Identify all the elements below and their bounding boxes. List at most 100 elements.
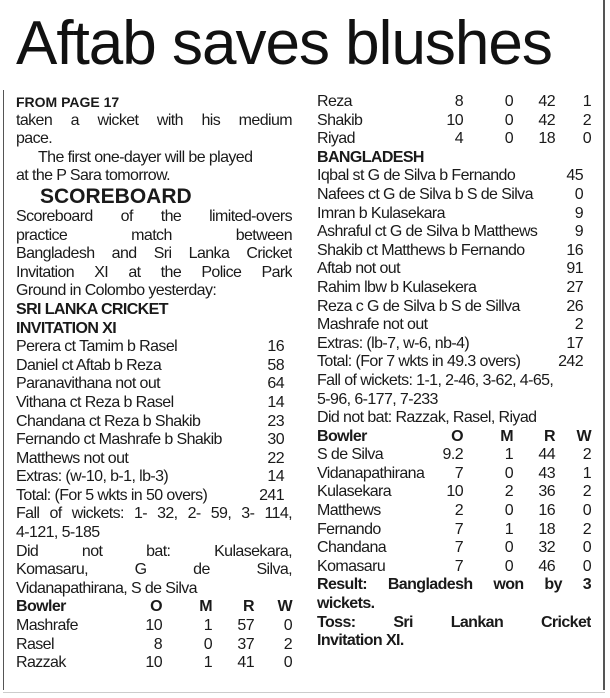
maidens: 0 xyxy=(504,464,514,482)
batsman-dismissal: Extras: (w-10, b-1, lb-3) xyxy=(16,468,169,486)
bowling-row: Reza 8 0 42 1 xyxy=(317,93,592,112)
team-heading: BANGLADESH xyxy=(317,148,425,166)
batsman-score: 0 xyxy=(574,185,584,203)
batting-row: Total: (For 5 wkts in 50 overs) 241 xyxy=(16,487,292,506)
bowler-name: S de Silva xyxy=(317,446,384,464)
maidens: 1 xyxy=(504,520,514,538)
batsman-score: 26 xyxy=(566,297,583,315)
body-text: The first one-dayer will be played xyxy=(38,148,253,166)
batsman-score: 91 xyxy=(566,260,583,278)
batting-row: Matthews not out 22 xyxy=(16,450,292,469)
bowling-row: Riyad 4 0 18 0 xyxy=(317,130,592,149)
batsman-dismissal: Fernando ct Mashrafe b Shakib xyxy=(16,431,222,449)
body-text: taken a wicket with his medium xyxy=(16,111,292,129)
batsman-dismissal: Nafees ct G de Silva b S de Silva xyxy=(317,185,533,203)
batsman-score: 9 xyxy=(574,223,584,241)
header-bowler: Bowler xyxy=(317,427,367,445)
overs: 4 xyxy=(454,130,464,148)
maidens: 1 xyxy=(203,654,213,672)
maidens: 0 xyxy=(504,111,514,129)
overs: 10 xyxy=(446,111,463,129)
frame-left-border xyxy=(3,90,4,690)
overs: 2 xyxy=(454,502,464,520)
batsman-dismissal: Mashrafe not out xyxy=(317,316,428,334)
header-wickets: W xyxy=(576,427,591,445)
wickets: 1 xyxy=(582,464,592,482)
runs: 18 xyxy=(538,520,555,538)
overs: 10 xyxy=(446,483,463,501)
overs: 7 xyxy=(454,464,464,482)
bowling-row: Mashrafe 10 1 57 0 xyxy=(16,617,293,636)
runs: 42 xyxy=(538,111,555,129)
batsman-dismissal: Total: (For 5 wkts in 50 overs) xyxy=(16,486,208,504)
batting-row: Imran b Kulasekara 9 xyxy=(317,205,591,224)
bowler-name: Fernando xyxy=(317,520,381,538)
batting-row: Daniel ct Aftab b Reza 58 xyxy=(16,357,292,376)
batsman-score: 9 xyxy=(574,204,584,222)
scoreboard-title: SCOREBOARD xyxy=(40,184,192,208)
toss: Invitation XI. xyxy=(317,632,404,650)
batsman-dismissal: Paranavithana not out xyxy=(16,375,161,393)
wickets: 2 xyxy=(582,520,592,538)
maidens: 0 xyxy=(504,502,514,520)
body-text: pace. xyxy=(16,130,53,148)
maidens: 1 xyxy=(203,617,213,635)
wickets: 2 xyxy=(283,635,293,653)
overs: 7 xyxy=(454,520,464,538)
maidens: 0 xyxy=(504,93,514,110)
batting-row: Shakib ct Matthews b Fernando 16 xyxy=(317,242,591,261)
batsman-dismissal: Perera ct Tamim b Rasel xyxy=(16,338,178,356)
bowler-name: Rasel xyxy=(16,635,55,653)
overs: 8 xyxy=(454,93,464,110)
intro-text: practice match between xyxy=(16,226,292,244)
batsman-score: 22 xyxy=(267,449,284,467)
runs: 18 xyxy=(538,130,555,148)
batsman-score: 23 xyxy=(267,412,284,430)
bowling-header: Bowler O M R W xyxy=(16,598,293,617)
batting-row: Ashraful ct G de Silva b Matthews 9 xyxy=(317,223,591,242)
frame-bottom-border xyxy=(3,692,605,693)
bowler-name: Razzak xyxy=(16,654,66,672)
wickets: 0 xyxy=(582,130,592,148)
bowling-header: Bowler O M R W xyxy=(317,427,592,447)
bowler-name: Komasaru xyxy=(317,557,386,575)
overs: 9.2 xyxy=(442,446,464,464)
batsman-score: 16 xyxy=(267,338,284,356)
batsman-dismissal: Shakib ct Matthews b Fernando xyxy=(317,241,525,259)
header-bowler: Bowler xyxy=(16,598,66,616)
runs: 36 xyxy=(538,483,555,501)
bowling-row: Komasaru 7 0 46 0 xyxy=(317,557,592,577)
bowler-name: Matthews xyxy=(317,502,381,520)
batting-row: Total: (For 7 wkts in 49.3 overs) 242 xyxy=(317,353,591,372)
batsman-score: 27 xyxy=(566,278,583,296)
maidens: 0 xyxy=(203,635,213,653)
batsman-dismissal: Extras: (lb-7, w-6, nb-4) xyxy=(317,334,470,352)
wickets: 2 xyxy=(582,446,592,464)
header-overs: O xyxy=(451,427,463,445)
batsman-dismissal: Vithana ct Reza b Rasel xyxy=(16,393,174,411)
batsman-dismissal: Total: (For 7 wkts in 49.3 overs) xyxy=(317,353,521,371)
batsman-score: 14 xyxy=(267,468,284,486)
headline: Aftab saves blushes xyxy=(16,9,553,78)
runs: 42 xyxy=(538,93,555,110)
intro-text: Invitation XI at the Police Park xyxy=(16,263,292,281)
runs: 46 xyxy=(538,557,555,575)
batting-row: Fernando ct Mashrafe b Shakib 30 xyxy=(16,431,292,450)
maidens: 0 xyxy=(504,557,514,575)
batsman-dismissal: Ashraful ct G de Silva b Matthews xyxy=(317,223,538,241)
from-page: FROM PAGE 17 xyxy=(16,94,120,110)
runs: 43 xyxy=(538,464,555,482)
batsman-score: 16 xyxy=(566,241,583,259)
batsman-dismissal: Iqbal st G de Silva b Fernando xyxy=(317,167,516,185)
bowling-row: S de Silva 9.2 1 44 2 xyxy=(317,446,592,465)
batsman-score: 242 xyxy=(558,353,584,371)
overs: 10 xyxy=(145,654,162,672)
bowler-name: Reza xyxy=(317,93,353,110)
batting-row: Extras: (w-10, b-1, lb-3) 14 xyxy=(16,468,292,487)
runs: 16 xyxy=(538,502,555,520)
fall-of-wickets: Fall of wickets: 1- 32, 2- 59, 3- 114, xyxy=(16,505,292,523)
batsman-dismissal: Reza c G de Silva b S de Sillva xyxy=(317,297,520,315)
batsman-dismissal: Aftab not out xyxy=(317,260,401,278)
overs: 7 xyxy=(454,557,464,575)
batsman-score: 30 xyxy=(267,431,284,449)
